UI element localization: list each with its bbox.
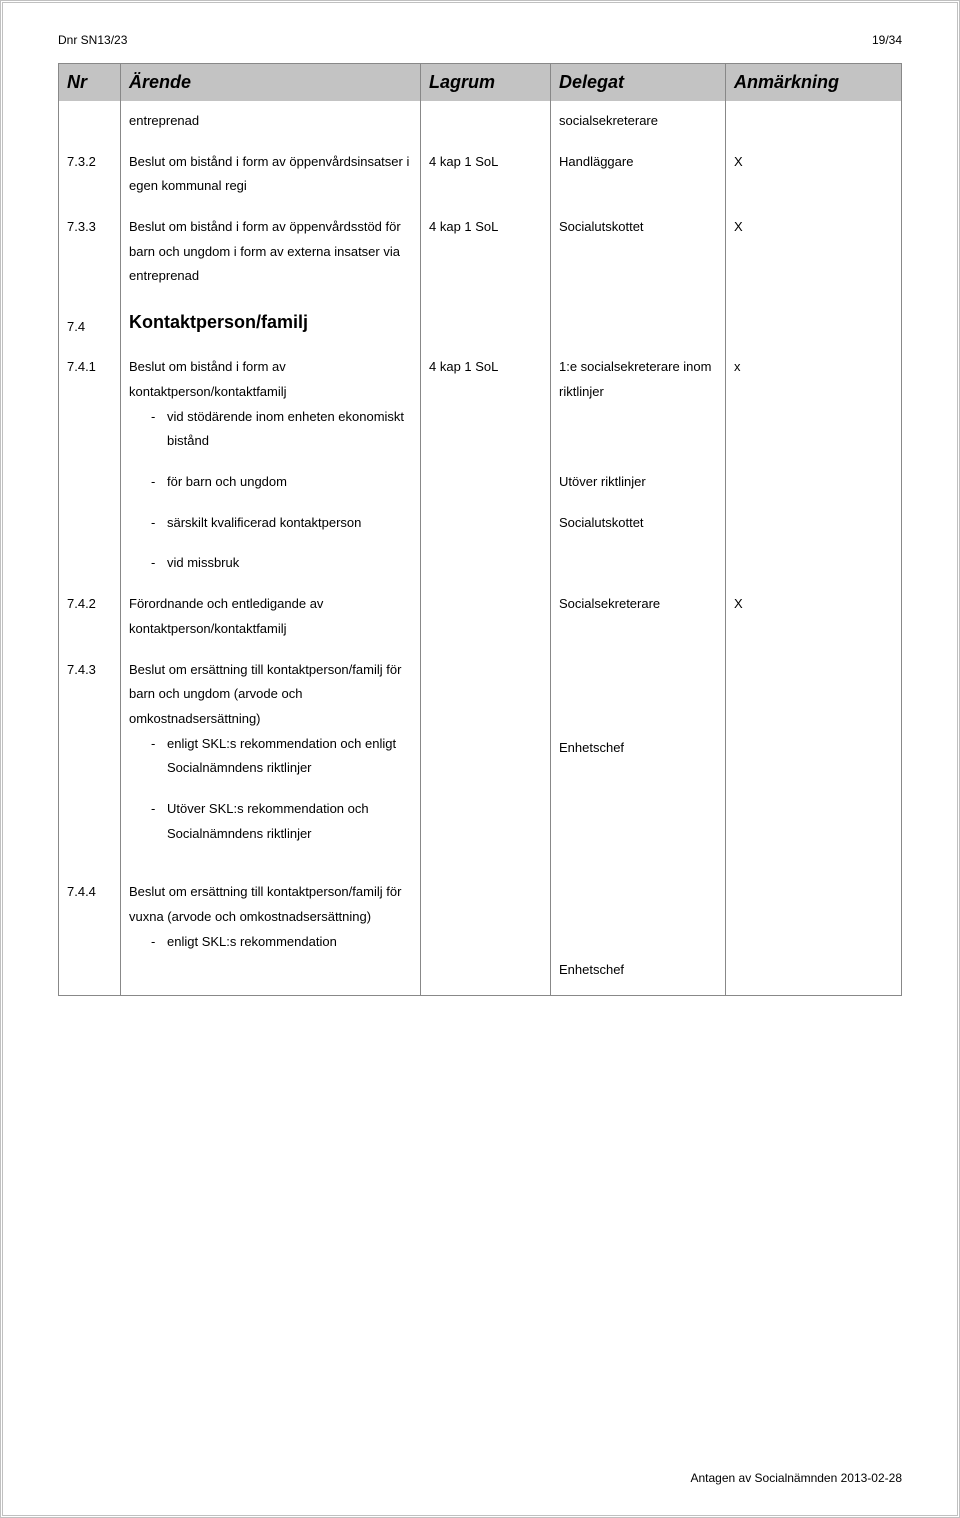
table-row: 7.3.3 Beslut om bistånd i form av öppenv… (59, 207, 902, 297)
cell-nr: 7.4.3 (59, 650, 121, 789)
cell-delegat: Socialutskottet (551, 207, 726, 297)
cell-delegat: 1:e socialsekreterare inom riktlinjer (551, 347, 726, 462)
col-arende: Ärende (121, 64, 421, 102)
list-item: för barn och ungdom (151, 470, 412, 495)
section-row: 7.4 Kontaktperson/familj (59, 297, 902, 347)
cell-lagrum: 4 kap 1 SoL (421, 347, 551, 462)
list-item: vid missbruk (151, 551, 412, 576)
cell-arende: entreprenad (121, 101, 421, 142)
table-row: vid missbruk (59, 543, 902, 584)
cell-nr: 7.3.2 (59, 142, 121, 207)
cell-lagrum: 4 kap 1 SoL (421, 142, 551, 207)
cell-delegat: Handläggare (551, 142, 726, 207)
page-number: 19/34 (872, 33, 902, 47)
table-row: särskilt kvalificerad kontaktperson Soci… (59, 503, 902, 544)
cell-delegat: Socialsekreterare (551, 584, 726, 649)
cell-delegat: socialsekreterare (551, 101, 726, 142)
cell-arende: Beslut om bistånd i form av öppenvårdsin… (121, 142, 421, 207)
cell-anm: X (726, 207, 902, 297)
section-heading: Kontaktperson/familj (129, 305, 412, 339)
cell-arende: Beslut om bistånd i form av öppenvårdsst… (121, 207, 421, 297)
page-header: Dnr SN13/23 19/34 (58, 33, 902, 47)
bullet-list: särskilt kvalificerad kontaktperson (129, 511, 412, 536)
table-row: för barn och ungdom Utöver riktlinjer (59, 462, 902, 503)
main-table: Nr Ärende Lagrum Delegat Anmärkning entr… (58, 63, 902, 996)
table-row: 7.3.2 Beslut om bistånd i form av öppenv… (59, 142, 902, 207)
cell-lagrum: 4 kap 1 SoL (421, 207, 551, 297)
cell-nr: 7.4.4 (59, 872, 121, 991)
cell-delegat: Socialutskottet (551, 503, 726, 544)
col-lagrum: Lagrum (421, 64, 551, 102)
table-row: entreprenad socialsekreterare (59, 101, 902, 142)
table-bottom (59, 991, 902, 995)
cell-nr: 7.3.3 (59, 207, 121, 297)
cell-nr: 7.4.2 (59, 584, 121, 649)
table-row: 7.4.4 Beslut om ersättning till kontaktp… (59, 872, 902, 991)
bullet-list: vid stödärende inom enheten ekonomiskt b… (129, 405, 412, 454)
table-row: 7.4.3 Beslut om ersättning till kontaktp… (59, 650, 902, 789)
bullet-list: Utöver SKL:s rekommendation och Socialnä… (129, 797, 412, 846)
cell-anm: x (726, 347, 902, 462)
list-item: enligt SKL:s rekommendation (151, 930, 412, 955)
list-item: Utöver SKL:s rekommendation och Socialnä… (151, 797, 412, 846)
cell-arende: Beslut om ersättning till kontaktperson/… (129, 880, 412, 929)
dnr-label: Dnr SN13/23 (58, 33, 127, 47)
list-item: särskilt kvalificerad kontaktperson (151, 511, 412, 536)
table-row: Utöver SKL:s rekommendation och Socialnä… (59, 789, 902, 854)
bullet-list: enligt SKL:s rekommendation (129, 930, 412, 955)
table-row: 7.4.2 Förordnande och entledigande av ko… (59, 584, 902, 649)
spacer-row (59, 854, 902, 872)
table-header-row: Nr Ärende Lagrum Delegat Anmärkning (59, 64, 902, 102)
col-nr: Nr (59, 64, 121, 102)
table-row: 7.4.1 Beslut om bistånd i form av kontak… (59, 347, 902, 462)
cell-nr: 7.4 (59, 297, 121, 347)
bullet-list: vid missbruk (129, 551, 412, 576)
cell-arende: Beslut om bistånd i form av kontaktperso… (129, 355, 412, 404)
col-anm: Anmärkning (726, 64, 902, 102)
cell-arende: Förordnande och entledigande av kontaktp… (121, 584, 421, 649)
cell-anm: X (726, 584, 902, 649)
cell-nr: 7.4.1 (59, 347, 121, 462)
col-delegat: Delegat (551, 64, 726, 102)
cell-anm: X (726, 142, 902, 207)
cell-arende: Beslut om ersättning till kontaktperson/… (129, 658, 412, 732)
cell-delegat: Enhetschef (551, 872, 726, 991)
bullet-list: för barn och ungdom (129, 470, 412, 495)
cell-delegat: Utöver riktlinjer (551, 462, 726, 503)
page-footer: Antagen av Socialnämnden 2013-02-28 (691, 1471, 903, 1485)
list-item: vid stödärende inom enheten ekonomiskt b… (151, 405, 412, 454)
list-item: enligt SKL:s rekommendation och enligt S… (151, 732, 412, 781)
bullet-list: enligt SKL:s rekommendation och enligt S… (129, 732, 412, 781)
page: Dnr SN13/23 19/34 Nr Ärende Lagrum Deleg… (0, 0, 960, 1518)
cell-delegat: Enhetschef (551, 650, 726, 789)
